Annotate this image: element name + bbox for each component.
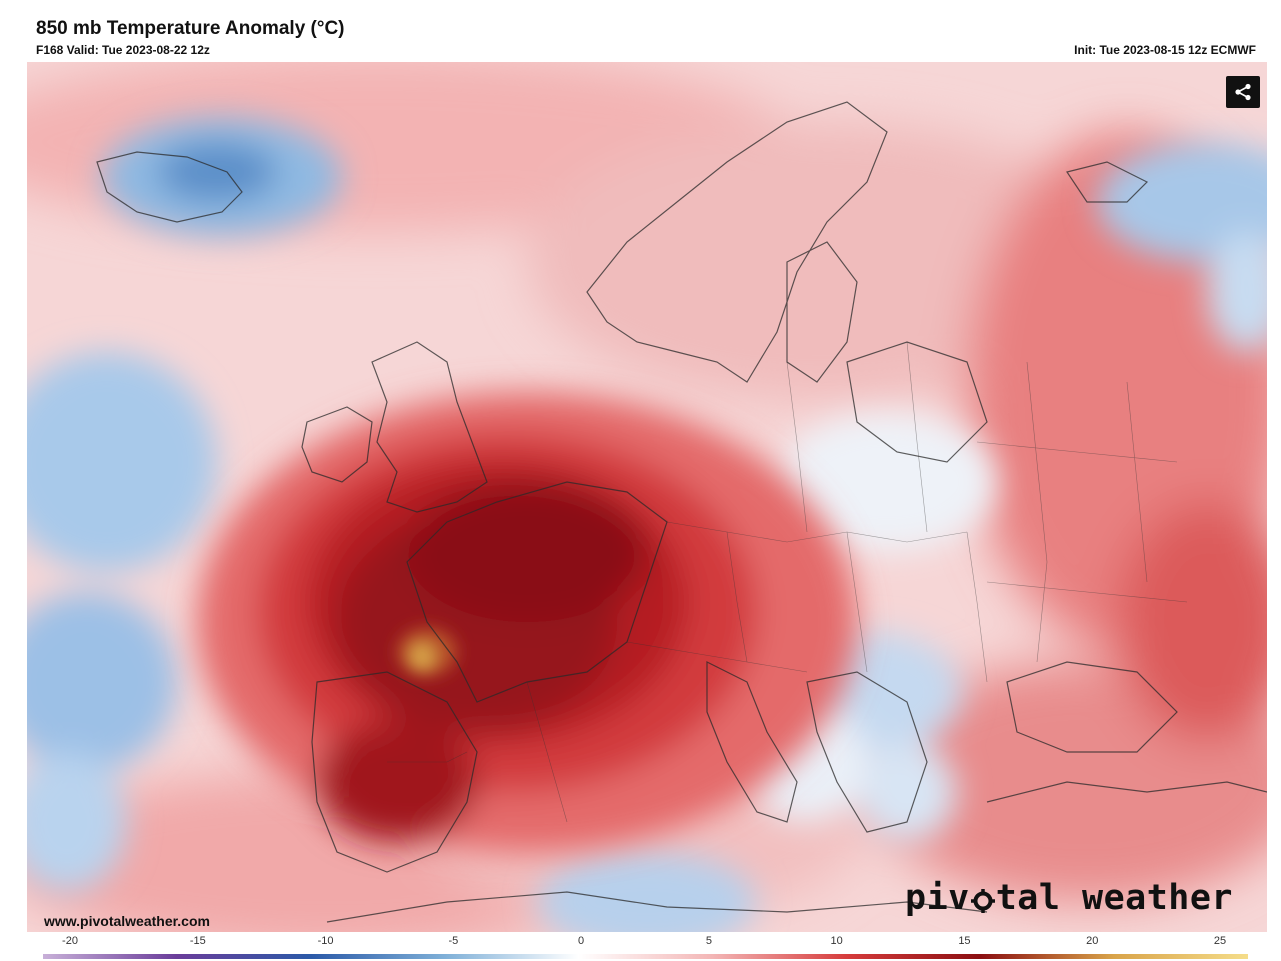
coastlines <box>96 101 1267 923</box>
anomaly-map[interactable] <box>27 62 1267 932</box>
share-icon <box>1235 83 1251 101</box>
colorbar-gradient <box>43 954 1248 959</box>
heat-dome-peak <box>397 628 457 676</box>
colorbar-tick-label: 10 <box>830 935 843 947</box>
brand-o-gear-icon <box>970 889 995 913</box>
map-title: 850 mb Temperature Anomaly (°C) <box>36 18 345 39</box>
colorbar-tick-label: 15 <box>958 935 971 947</box>
colorbar-tick-label: 0 <box>578 935 585 947</box>
cool-anomaly-regions <box>27 117 1267 932</box>
colorbar-tick-label: 25 <box>1213 935 1227 947</box>
source-website-label: www.pivotalweather.com <box>44 913 210 929</box>
colorbar-tick-label: 20 <box>1086 935 1099 947</box>
init-time-label: Init: Tue 2023-08-15 12z ECMWF <box>1074 43 1256 57</box>
colorbar-tick-label: 5 <box>705 935 712 947</box>
valid-time-label: F168 Valid: Tue 2023-08-22 12z <box>36 43 210 57</box>
colorbar-tick-label: -5 <box>448 935 459 947</box>
brand-prefix: piv <box>905 878 970 918</box>
heat-dome-core <box>197 392 857 852</box>
share-button[interactable] <box>1226 76 1260 108</box>
anomaly-map-canvas <box>27 62 1267 932</box>
colorbar-tick-label: -15 <box>189 935 206 947</box>
brand-logo: piv tal weather <box>905 878 1233 918</box>
country-borders <box>387 341 1188 823</box>
colorbar-tick-label: -20 <box>62 935 78 947</box>
colorbar <box>43 954 1248 959</box>
brand-suffix: tal weather <box>995 878 1234 918</box>
colorbar-tick-label: -10 <box>317 935 334 947</box>
colorbar-tick-labels: -20 -15 -10 -5 0 5 10 15 20 25 <box>0 935 1281 949</box>
